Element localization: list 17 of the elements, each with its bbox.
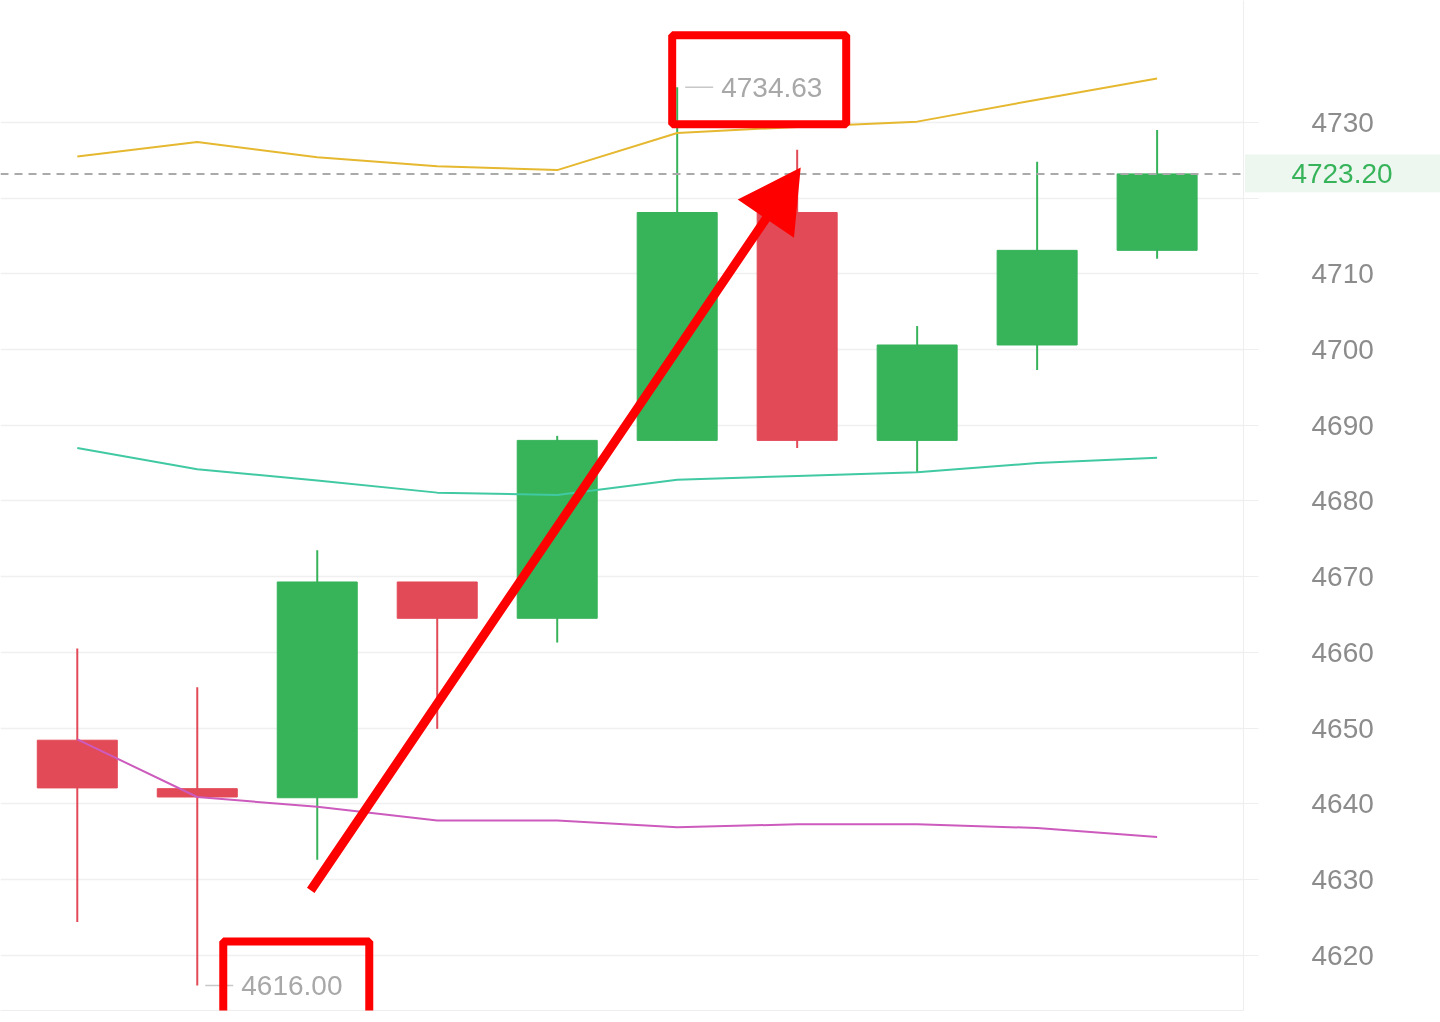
y-tick-label: 4630 [1311,864,1374,896]
y-tick-label: 4650 [1311,712,1374,744]
y-tick-label: 4730 [1311,106,1374,138]
y-tick-label: 4690 [1311,409,1374,441]
annotation: 4616.00 [241,970,343,1002]
ref-line-label: 4723.20 [1291,157,1393,189]
y-tick-label: 4710 [1311,258,1374,290]
y-tick-label: 4660 [1311,636,1374,668]
y-tick-label: 4640 [1311,788,1374,820]
y-tick-label: 4670 [1311,561,1374,593]
line-series [76,738,1159,839]
line-series [76,77,1159,172]
y-tick-label: 4620 [1311,939,1374,971]
line-series [76,446,1159,496]
annotation: 4734.63 [721,71,823,103]
y-tick-label: 4700 [1311,334,1374,366]
y-tick-label: 4680 [1311,485,1374,517]
